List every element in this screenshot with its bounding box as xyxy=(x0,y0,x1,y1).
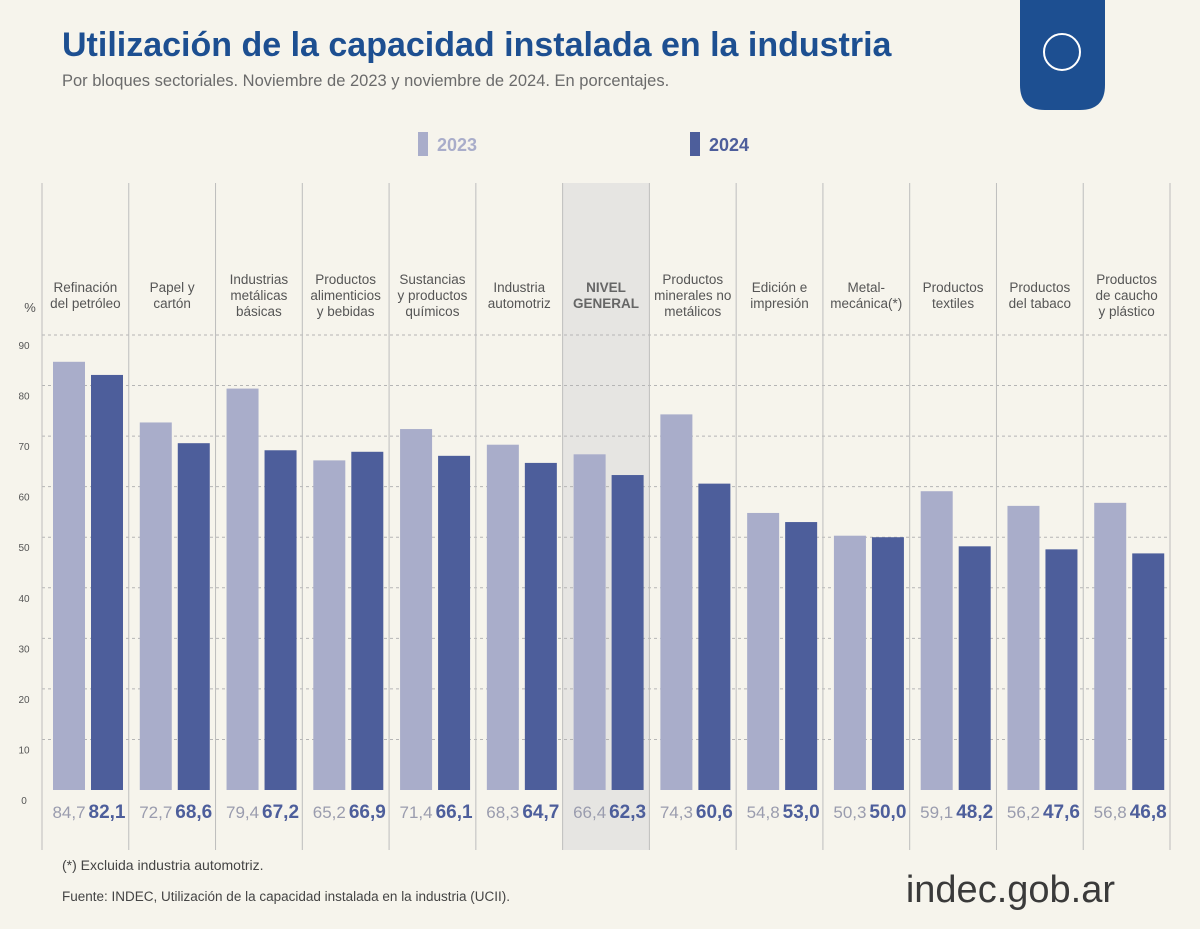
value-label: 60,6 xyxy=(696,802,733,823)
bar xyxy=(660,414,693,790)
bar xyxy=(53,361,85,790)
bar xyxy=(400,429,433,790)
chart-subtitle: Por bloques sectoriales. Noviembre de 20… xyxy=(62,72,669,90)
value-label: 68,3 xyxy=(486,803,519,822)
source: Fuente: INDEC, Utilización de la capacid… xyxy=(62,889,510,904)
value-label: 82,1 xyxy=(89,802,126,823)
y-tick-label: 80 xyxy=(18,392,30,403)
x-tick-label: Industria automotriz xyxy=(487,280,551,311)
chart-title: Utilización de la capacidad instalada en… xyxy=(62,26,893,64)
value-label: 74,3 xyxy=(660,803,693,822)
legend-label: 2023 xyxy=(437,135,477,155)
value-label: 79,4 xyxy=(226,803,259,822)
value-label: 66,4 xyxy=(573,803,606,822)
x-tick-label: Productos minerales no metálicos xyxy=(654,272,732,319)
bar xyxy=(313,460,346,790)
value-label: 56,8 xyxy=(1094,803,1127,822)
bar xyxy=(264,450,297,790)
x-tick-label: Productos de caucho y plástico xyxy=(1095,272,1158,319)
y-tick-label: 0 xyxy=(21,796,27,807)
value-label: 62,3 xyxy=(609,802,646,823)
x-tick-label: Metal- mecánica(*) xyxy=(830,280,903,311)
value-label: 84,7 xyxy=(52,803,85,822)
bar xyxy=(139,422,172,790)
value-label: 67,2 xyxy=(262,802,299,823)
logo-icon xyxy=(1043,33,1081,71)
value-label: 66,9 xyxy=(349,802,386,823)
value-label: 66,1 xyxy=(436,802,473,823)
value-label: 50,0 xyxy=(869,802,906,823)
bar xyxy=(611,475,644,790)
y-axis-label: % xyxy=(24,300,36,315)
value-label: 56,2 xyxy=(1007,803,1040,822)
bar xyxy=(351,451,384,790)
y-tick-label: 70 xyxy=(18,442,30,453)
y-tick-label: 90 xyxy=(18,341,30,352)
legend-label: 2024 xyxy=(709,135,749,155)
value-label: 59,1 xyxy=(920,803,953,822)
bar xyxy=(91,374,123,790)
x-tick-label: Edición e impresión xyxy=(750,280,809,311)
x-tick-label: Productos del tabaco xyxy=(1008,280,1071,311)
value-label: 47,6 xyxy=(1043,802,1080,823)
value-label: 65,2 xyxy=(313,803,346,822)
bar xyxy=(747,512,780,790)
bar xyxy=(1094,502,1127,790)
bar xyxy=(226,388,259,790)
y-tick-label: 30 xyxy=(18,644,30,655)
bar xyxy=(573,454,606,790)
bar xyxy=(958,546,991,790)
value-label: 50,3 xyxy=(833,803,866,822)
value-label: 64,7 xyxy=(522,802,559,823)
x-tick-label: Productos textiles xyxy=(922,280,984,311)
y-tick-label: 60 xyxy=(18,493,30,504)
y-tick-label: 20 xyxy=(18,695,30,706)
y-tick-label: 10 xyxy=(18,745,30,756)
bar xyxy=(1045,549,1078,790)
bar xyxy=(1007,505,1040,790)
bar xyxy=(486,444,519,790)
x-tick-label: Industrias metálicas básicas xyxy=(229,272,289,319)
bar xyxy=(785,522,818,790)
x-tick-label: NIVEL GENERAL xyxy=(572,280,639,311)
bar xyxy=(920,491,953,790)
value-label: 72,7 xyxy=(139,803,172,822)
brand: indec.gob.ar xyxy=(906,869,1115,911)
note: (*) Excluida industria automotriz. xyxy=(62,857,264,873)
legend-swatch xyxy=(418,132,428,156)
value-label: 53,0 xyxy=(783,802,820,823)
value-label: 48,2 xyxy=(956,802,993,823)
y-tick-label: 50 xyxy=(18,543,30,554)
bar xyxy=(833,535,866,790)
logo-tab xyxy=(1020,0,1105,110)
bar xyxy=(1132,553,1165,790)
value-label: 54,8 xyxy=(747,803,780,822)
value-label: 68,6 xyxy=(175,802,212,823)
bar xyxy=(524,462,557,790)
x-tick-label: Sustancias y productos químicos xyxy=(397,272,468,319)
y-tick-label: 40 xyxy=(18,594,30,605)
bar xyxy=(177,443,210,790)
x-tick-label: Refinación del petróleo xyxy=(50,280,121,311)
legend-swatch xyxy=(690,132,700,156)
x-tick-label: Productos alimenticios y bebidas xyxy=(310,272,381,319)
bar xyxy=(871,537,904,790)
bar xyxy=(438,455,471,790)
value-label: 71,4 xyxy=(400,803,433,822)
x-tick-label: Papel y cartón xyxy=(149,280,195,311)
bar xyxy=(698,483,731,790)
value-label: 46,8 xyxy=(1130,802,1167,823)
